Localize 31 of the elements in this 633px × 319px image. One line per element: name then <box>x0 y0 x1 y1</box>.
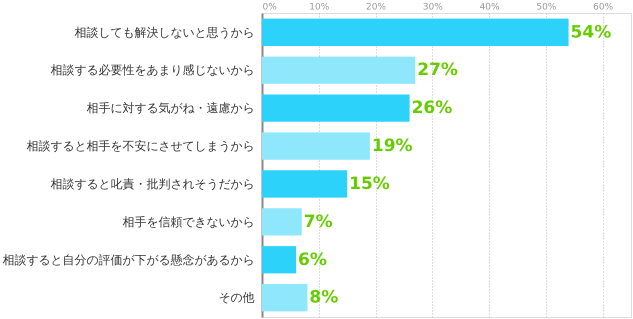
bar <box>262 284 308 312</box>
x-tick-label: 30% <box>422 2 444 12</box>
bar <box>262 94 410 122</box>
y-tick-label: 相談すると相手を不安にさせてしまうから <box>26 139 254 154</box>
bar <box>262 18 569 46</box>
bar <box>262 208 302 236</box>
bar <box>262 132 370 160</box>
data-label: 8% <box>309 288 338 308</box>
x-tick-label: 20% <box>366 2 386 12</box>
data-label: 27% <box>417 60 458 80</box>
x-tick-label: 10% <box>309 2 330 12</box>
bar <box>262 56 416 84</box>
data-label: 26% <box>412 98 452 118</box>
y-tick-label: その他 <box>218 290 254 305</box>
data-label: 6% <box>298 250 327 270</box>
y-tick-label: 相談すると叱責・批判されそうだから <box>50 176 254 191</box>
data-label: 7% <box>304 212 333 232</box>
x-tick-label: 40% <box>480 2 500 12</box>
bar <box>262 246 296 274</box>
x-tick-label: 60% <box>593 2 614 12</box>
y-tick-label: 相談すると自分の評価が下がる懸念があるから <box>2 252 254 267</box>
bar <box>262 170 348 198</box>
data-label: 15% <box>349 174 390 194</box>
x-tick-label: 50% <box>536 2 557 12</box>
x-tick-label: 0% <box>262 2 278 12</box>
data-label: 19% <box>372 136 413 156</box>
data-label: 54% <box>570 22 612 42</box>
y-tick-label: 相手に対する気がね・遠慮から <box>86 101 254 116</box>
y-tick-label: 相談する必要性をあまり感じないから <box>50 63 254 78</box>
y-tick-label: 相手を信頼できないから <box>122 214 254 229</box>
y-tick-label: 相談しても解決しないと思うから <box>74 25 254 40</box>
